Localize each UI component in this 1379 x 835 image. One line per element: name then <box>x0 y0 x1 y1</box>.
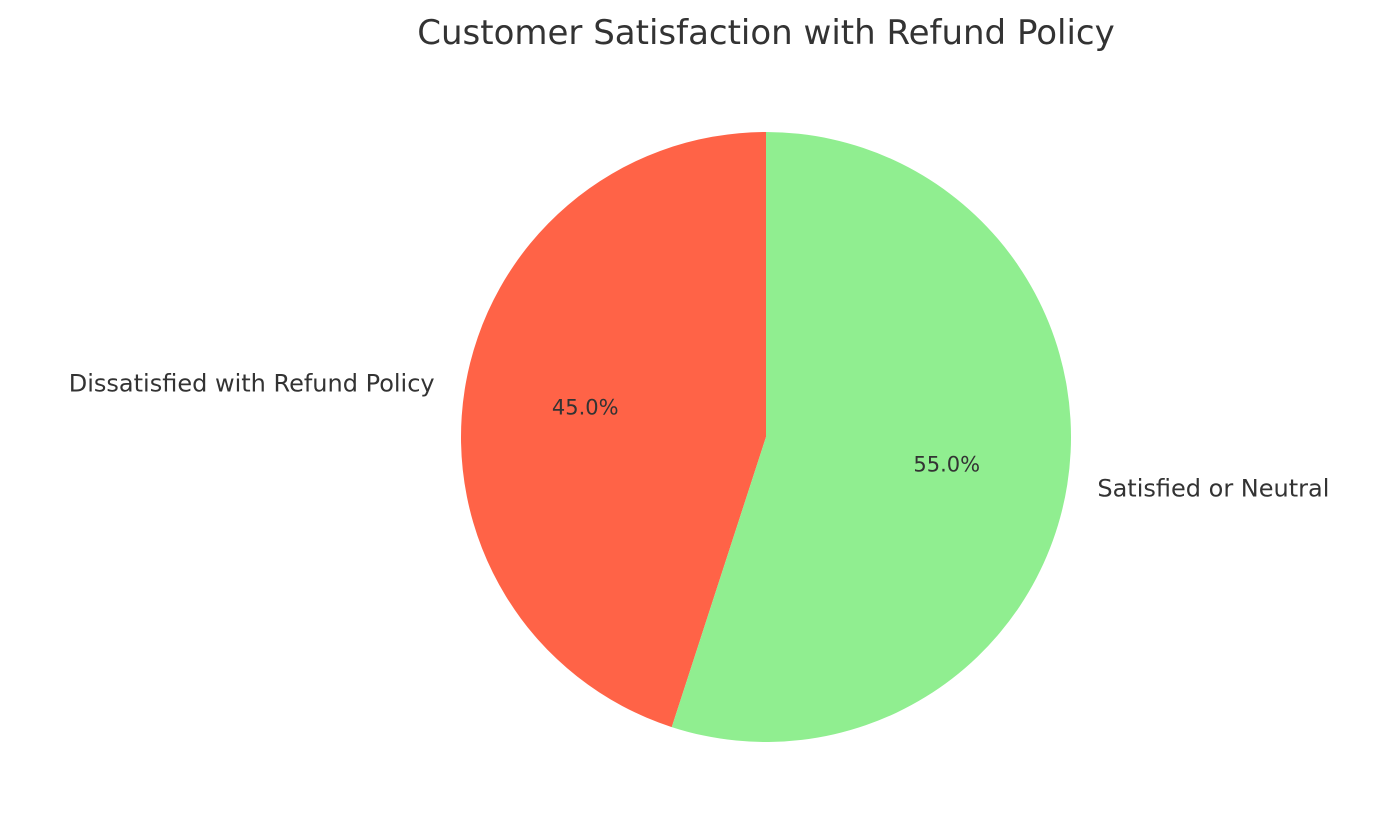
slice-category-label: Satisfied or Neutral <box>1097 474 1329 502</box>
slice-category-label: Dissatisfied with Refund Policy <box>69 370 435 398</box>
pie-slice <box>671 132 1071 742</box>
pie-slice <box>461 132 766 728</box>
chart-title: Customer Satisfaction with Refund Policy <box>417 13 1115 53</box>
pie-labels: 45.0% Dissatisfied with Refund Policy 55.0… <box>69 370 1330 503</box>
pie-slices <box>461 132 1071 742</box>
slice-percent-label: 45.0% <box>552 395 619 419</box>
slice-percent-label: 55.0% <box>913 453 980 477</box>
